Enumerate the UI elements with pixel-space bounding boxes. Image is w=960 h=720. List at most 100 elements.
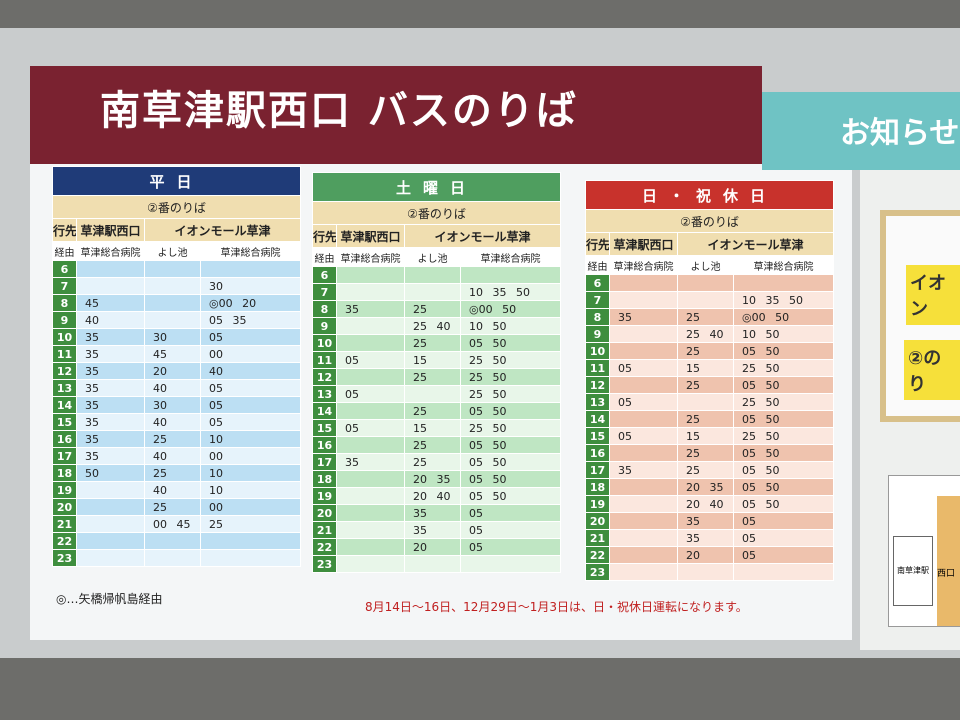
departure-times: 25 50 [459,419,562,437]
departure-times: 15 [677,427,734,445]
hour-row: 20 35 05 [312,504,562,522]
departure-times: 40 [144,413,201,431]
departure-times: 10 [199,481,302,499]
departure-times: 40 [144,379,201,397]
departure-times: 05 [732,529,835,547]
departure-times: 20 [677,546,734,564]
empty-cell [144,311,201,329]
hour-row: 13 05 25 50 [312,385,562,403]
departure-times: 25 [404,334,461,352]
departure-times: 05 50 [732,461,835,479]
hour-row: 11 05 15 25 50 [312,351,562,369]
empty-cell [336,470,405,488]
departure-times: ◎00 50 [732,308,835,326]
hour-row: 20 35 05 [585,512,835,530]
empty-cell [459,266,562,284]
departure-times: 45 [144,345,201,363]
hour-row: 6 [52,260,302,278]
sign: ②のり [904,340,960,400]
via: 草津総合病院 [459,247,562,267]
departure-times: 05 [732,546,835,564]
empty-cell [609,563,678,581]
departure-times: 25 [144,464,201,482]
empty-cell [76,532,145,550]
hour: 23 [585,563,610,581]
departure-times: 35 [76,430,145,448]
hour: 18 [52,464,77,482]
hour: 22 [52,532,77,550]
hour-row: 13 05 25 50 [585,393,835,411]
hour-row: 12 25 05 50 [585,376,835,394]
hour-row: 13 35 40 05 [52,379,302,397]
hour: 20 [585,512,610,530]
map: 南草津駅 西口 [888,475,960,627]
timetable: 日・祝休日 ②番のりば 行先 草津駅西口 イオンモール草津 経由 草津総合病院 よし池 草津総合… [584,180,835,581]
title: 南草津駅西口 バスのりば [30,66,762,164]
map-exit: 西口 [937,496,960,626]
hour: 14 [585,410,610,428]
header-row: 平日 [51,166,302,196]
departure-times: 10 50 [732,325,835,343]
hour-row: 11 35 45 00 [52,345,302,363]
departure-times: 20 [404,538,461,556]
hour-row: 17 35 25 05 50 [585,461,835,479]
departure-times: 05 [199,379,302,397]
hour-row: 15 05 15 25 50 [585,427,835,445]
hour: 17 [585,461,610,479]
hour: 19 [312,487,337,505]
dest-row: 行先 草津駅西口 イオンモール草津 [585,232,835,256]
hour-row: 12 25 25 50 [312,368,562,386]
hour: 8 [312,300,337,318]
empty-cell [336,504,405,522]
departure-times: 35 [76,328,145,346]
hour-row: 9 25 40 10 50 [312,317,562,335]
hour-row: 22 20 05 [585,546,835,564]
departure-times: 25 50 [732,393,835,411]
departure-times: 35 [76,447,145,465]
departure-times: 25 [144,498,201,516]
hour-row: 23 [312,555,562,573]
empty-cell [199,549,302,567]
hour: 7 [585,291,610,309]
departure-times: 35 [404,521,461,539]
departure-times: ◎00 50 [459,300,562,318]
departure-times: 25 [677,444,734,462]
hour: 20 [52,498,77,516]
hour-row: 21 35 05 [585,529,835,547]
hour: 12 [585,376,610,394]
timetable: 土曜日 ②番のりば 行先 草津駅西口 イオンモール草津 経由 草津総合病院 よし池 草津総合病院… [311,172,562,573]
departure-times: 10 35 50 [732,291,835,309]
departure-times: 10 [199,464,302,482]
empty-cell [677,274,734,292]
departure-times: 05 50 [732,444,835,462]
departure-times: 00 45 [144,515,201,533]
departure-times: 25 40 [404,317,461,335]
departure-times: 25 [677,376,734,394]
empty-cell [336,555,405,573]
day: 平日 [51,166,302,196]
via-label: 経由 [585,255,610,275]
hour-row: 7 10 35 50 [312,283,562,301]
hour-row: 19 40 10 [52,481,302,499]
departure-times: 30 [199,277,302,295]
departure-times: 05 [732,512,835,530]
departure-times: 10 [199,430,302,448]
empty-cell [199,532,302,550]
via-row: 経由 草津総合病院 よし池 草津総合病院 [312,247,562,267]
hour: 21 [585,529,610,547]
departure-times: 20 35 [404,470,461,488]
dest-row: 行先 草津駅西口 イオンモール草津 [52,218,302,242]
empty-cell [609,291,678,309]
hour: 22 [585,546,610,564]
hour: 15 [52,413,77,431]
empty-cell [609,410,678,428]
departure-times: 05 50 [732,478,835,496]
empty-cell [404,555,461,573]
sign: イオン [906,265,960,325]
hour-row: 8 35 25 ◎00 50 [312,300,562,318]
hour-row: 17 35 40 00 [52,447,302,465]
empty-cell [336,368,405,386]
day: 日・祝休日 [584,180,835,210]
hour-row: 22 [52,532,302,550]
empty-cell [609,444,678,462]
